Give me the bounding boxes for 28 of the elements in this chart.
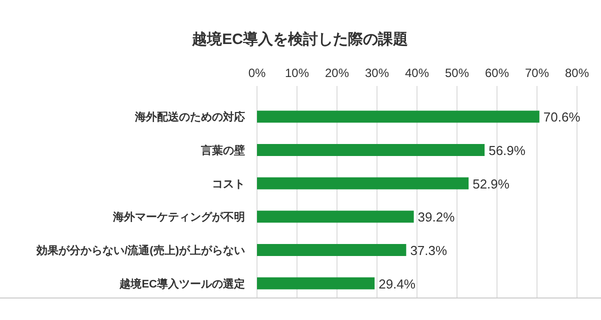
- x-tick-label: 80%: [564, 66, 590, 80]
- x-tick-label: 30%: [364, 66, 390, 80]
- data-label: 52.9%: [472, 176, 510, 192]
- x-tick-label: 60%: [484, 66, 510, 80]
- y-tick-label: 海外配送のための対応: [134, 110, 246, 124]
- x-tick-label: 10%: [284, 66, 310, 80]
- bar: [257, 244, 406, 256]
- data-label: 37.3%: [410, 243, 448, 258]
- y-tick-label: 越境EC導入ツールの選定: [118, 277, 245, 290]
- data-label: 29.4%: [378, 276, 416, 292]
- bar: [257, 210, 414, 223]
- y-tick-label: 言葉の壁: [200, 144, 245, 157]
- y-tick-label: 海外マーケティングが不明: [112, 210, 245, 224]
- data-label: 39.2%: [418, 210, 456, 225]
- data-label: 70.6%: [543, 110, 581, 125]
- data-label: 56.9%: [488, 143, 526, 158]
- bar: [257, 177, 469, 190]
- x-tick-label: 40%: [404, 66, 430, 80]
- bar: [257, 144, 485, 156]
- y-tick-label: 効果が分からない/流通(売上)が上がらない: [36, 244, 245, 257]
- x-tick-label: 20%: [324, 66, 350, 80]
- x-tick-label: 50%: [444, 66, 470, 80]
- x-tick-label: 0%: [248, 66, 266, 80]
- chart-title: 越境EC導入を検討した際の課題: [191, 30, 408, 48]
- bar: [257, 277, 375, 290]
- bar: [257, 110, 540, 123]
- y-tick-label: コスト: [212, 178, 245, 190]
- x-tick-label: 70%: [524, 66, 550, 80]
